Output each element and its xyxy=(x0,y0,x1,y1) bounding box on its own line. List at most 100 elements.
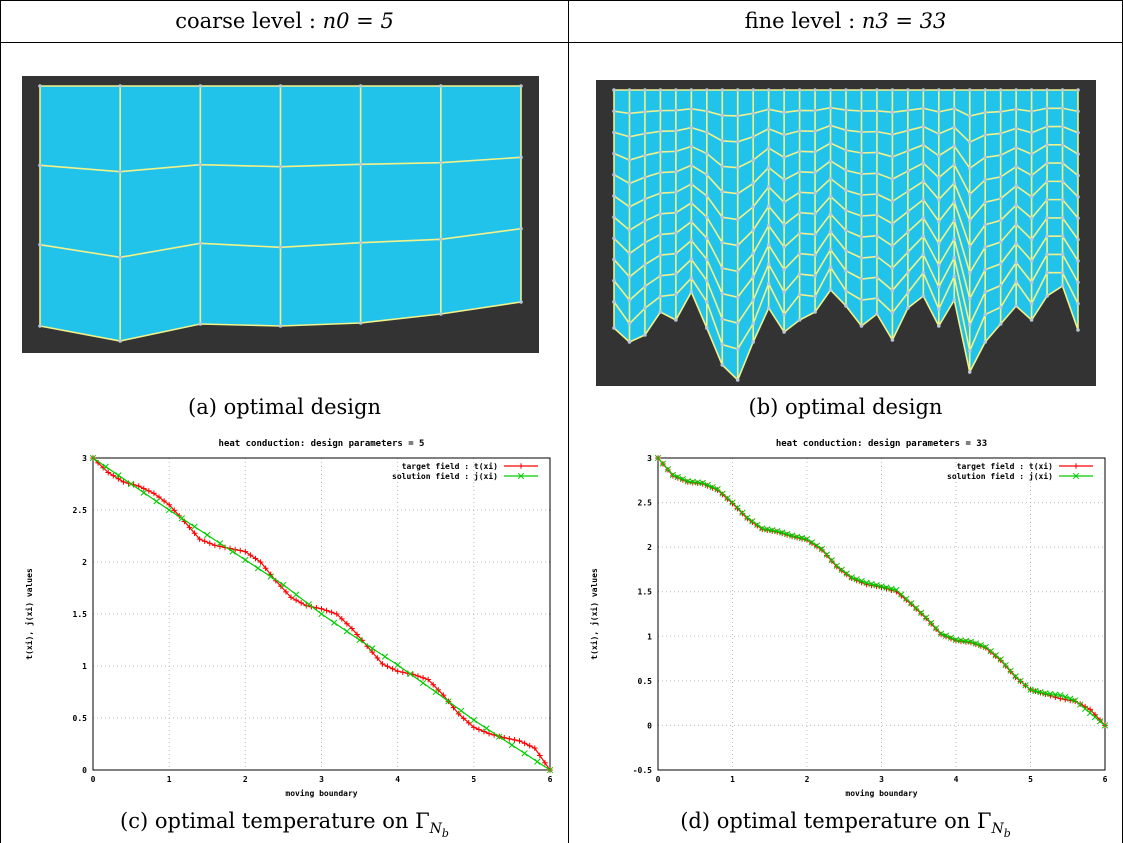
mesh-node xyxy=(890,88,895,92)
mesh-node xyxy=(766,146,771,150)
mesh-node xyxy=(906,306,910,310)
mesh-node xyxy=(358,240,363,245)
x-marker xyxy=(356,636,363,644)
plus-marker xyxy=(379,661,386,667)
mesh-node xyxy=(643,88,647,92)
x-marker xyxy=(470,716,477,724)
mesh-node xyxy=(967,140,972,144)
mesh-node xyxy=(689,144,694,149)
x-marker xyxy=(229,548,236,555)
mesh-node xyxy=(278,164,283,169)
mesh-node xyxy=(1060,179,1065,184)
plus-marker xyxy=(913,606,920,612)
mesh-node xyxy=(906,270,910,275)
caption-d-sub: N xyxy=(991,821,1004,838)
plus-marker xyxy=(425,676,431,683)
mesh-node xyxy=(828,212,833,216)
y-tick-label: 1.5 xyxy=(638,588,653,597)
mesh-node xyxy=(1045,88,1049,92)
x-marker xyxy=(798,534,806,542)
mesh-node xyxy=(720,317,725,321)
y-tick-label: 1 xyxy=(647,632,652,641)
mesh-node xyxy=(782,267,786,272)
plus-marker xyxy=(288,594,294,601)
mesh-node xyxy=(674,190,678,195)
mesh-node xyxy=(1014,203,1018,207)
mesh-node xyxy=(705,236,709,241)
mesh-node xyxy=(983,290,987,294)
x-marker xyxy=(744,514,751,521)
mesh-node xyxy=(1045,216,1049,220)
mesh-node xyxy=(720,215,725,220)
y-tick-label: 2.5 xyxy=(73,506,88,515)
mesh-node xyxy=(782,110,786,115)
mesh-node xyxy=(906,169,910,173)
plus-marker xyxy=(471,724,477,731)
mesh-node xyxy=(1045,161,1049,165)
mesh-node xyxy=(890,244,895,248)
x-tick-label: 2 xyxy=(243,775,248,784)
x-marker xyxy=(779,529,786,536)
mesh-node xyxy=(735,88,740,92)
mesh-node xyxy=(828,105,833,110)
mesh-node xyxy=(782,290,786,294)
y-tick-label: 0 xyxy=(82,766,87,775)
mesh-node xyxy=(1076,280,1080,285)
mesh-node xyxy=(967,244,972,249)
mesh-node xyxy=(1045,270,1049,275)
mesh-node xyxy=(751,111,755,116)
mesh-node xyxy=(952,125,957,130)
x-tick-label: 4 xyxy=(954,775,959,784)
x-marker xyxy=(908,600,915,607)
y-tick-label: 1.5 xyxy=(73,610,88,619)
mesh-node xyxy=(1014,241,1018,246)
mesh-node xyxy=(967,370,972,374)
mesh-node xyxy=(983,133,987,137)
x-marker xyxy=(918,609,925,616)
x-marker xyxy=(546,766,554,774)
mesh-node xyxy=(1029,152,1034,156)
mesh-node xyxy=(751,275,755,279)
mesh-node xyxy=(844,248,848,253)
mesh-node xyxy=(983,222,987,227)
mesh-node xyxy=(735,140,740,144)
x-marker xyxy=(343,628,351,635)
mesh-node xyxy=(627,275,632,279)
mesh-node xyxy=(674,129,678,133)
mesh-node xyxy=(813,253,817,257)
mesh-node xyxy=(643,284,647,289)
plus-marker xyxy=(1073,463,1079,469)
mesh-node xyxy=(1045,252,1049,257)
plus-marker xyxy=(476,726,482,733)
x-marker xyxy=(1027,686,1034,693)
mesh-node xyxy=(875,213,879,217)
plus-marker xyxy=(526,742,533,749)
x-marker xyxy=(947,634,955,641)
mesh-node xyxy=(519,84,523,88)
header-coarse-text: coarse level : xyxy=(175,9,323,33)
y-tick-label: 0 xyxy=(647,721,652,730)
mesh-node xyxy=(38,242,42,247)
mesh-node xyxy=(937,153,941,158)
plus-marker xyxy=(958,638,964,645)
mesh-node xyxy=(627,298,632,303)
mesh-node xyxy=(921,294,926,298)
x-marker xyxy=(1072,697,1079,704)
y-tick-label: 2.5 xyxy=(638,499,653,508)
x-marker xyxy=(883,584,890,591)
mesh-node xyxy=(1045,197,1049,202)
mesh-node xyxy=(906,290,910,295)
plus-marker xyxy=(140,485,147,492)
mesh-node xyxy=(612,257,616,262)
mesh-node xyxy=(658,170,663,175)
mesh-node xyxy=(983,88,987,92)
mesh-node xyxy=(844,128,848,132)
x-marker xyxy=(868,580,875,588)
mesh-node xyxy=(1060,143,1065,147)
x-marker xyxy=(1072,472,1080,480)
x-marker xyxy=(153,498,160,505)
mesh-node xyxy=(890,132,895,137)
x-tick-label: 6 xyxy=(548,775,553,784)
mesh-node xyxy=(828,176,833,181)
mesh-node xyxy=(1045,294,1049,298)
